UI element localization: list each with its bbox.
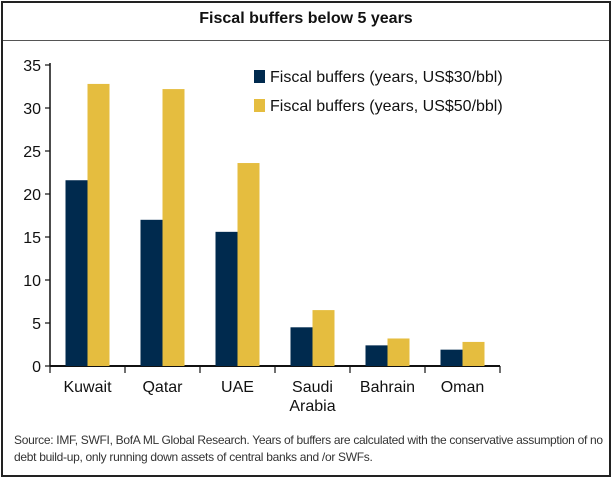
- bar-oman-series-2: [462, 341, 485, 366]
- bar-kuwait-series-2: [87, 83, 110, 367]
- legend-swatch: [254, 99, 265, 112]
- source-note: Source: IMF, SWFI, BofA ML Global Resear…: [14, 433, 603, 464]
- y-tick-label: 0: [32, 359, 41, 376]
- x-tick-label: Oman: [441, 379, 485, 396]
- x-tick-label: Arabia: [289, 398, 335, 415]
- bar-kuwait-series-1: [65, 180, 88, 366]
- bar-oman-series-1: [440, 349, 463, 366]
- y-tick-label: 35: [23, 58, 41, 75]
- bar-bahrain-series-1: [365, 345, 388, 366]
- x-tick-label: UAE: [221, 379, 254, 396]
- y-tick-label: 30: [23, 101, 41, 118]
- y-tick-label: 15: [23, 230, 41, 247]
- y-tick-label: 5: [32, 316, 41, 333]
- legend-label: Fiscal buffers (years, US$50/bbl): [270, 98, 503, 115]
- chart-title: Fiscal buffers below 5 years: [199, 10, 413, 27]
- legend-label: Fiscal buffers (years, US$30/bbl): [270, 69, 503, 86]
- bar-saudi-arabia-series-2: [312, 310, 335, 366]
- bar-qatar-series-1: [140, 219, 163, 366]
- y-tick-label: 10: [23, 273, 41, 290]
- bar-uae-series-1: [215, 231, 238, 366]
- y-tick-label: 20: [23, 187, 41, 204]
- bar-saudi-arabia-series-1: [290, 327, 313, 366]
- bar-bahrain-series-2: [387, 338, 410, 366]
- bar-qatar-series-2: [162, 89, 185, 366]
- title-divider: [3, 40, 609, 41]
- legend-swatch: [254, 70, 265, 83]
- x-tick-label: Qatar: [142, 379, 183, 396]
- x-tick-label: Saudi: [292, 379, 333, 396]
- x-tick-label: Kuwait: [63, 379, 112, 396]
- y-tick-label: 25: [23, 144, 41, 161]
- x-tick-label: Bahrain: [360, 379, 415, 396]
- bar-uae-series-2: [237, 163, 260, 366]
